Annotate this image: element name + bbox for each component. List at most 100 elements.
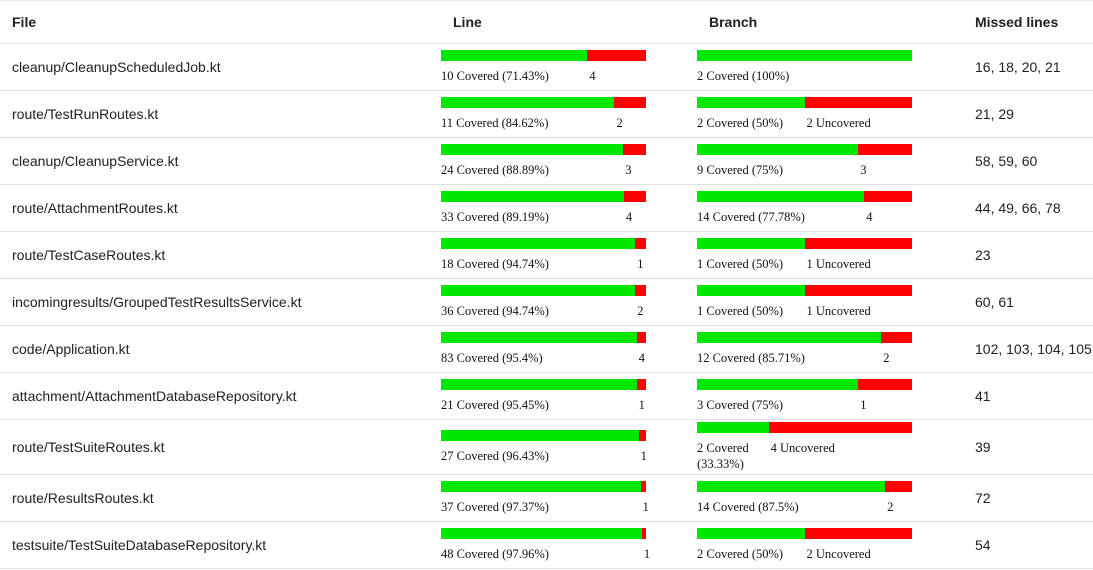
branch-coverage-bar: [697, 96, 912, 108]
branch-covered-bar-segment: [697, 331, 882, 343]
missed-lines-value: 60, 61: [975, 294, 1014, 310]
branch-covered-bar-segment: [697, 96, 805, 108]
branch-covered-bar-segment: [697, 143, 859, 155]
line-coverage-bar: [441, 190, 646, 202]
branch-missed-count-label: 2 Uncovered: [806, 546, 871, 561]
line-coverage-bar: [441, 49, 646, 61]
branch-coverage-bar: [697, 143, 912, 155]
line-covered-bar-segment: [441, 190, 624, 202]
file-link[interactable]: route/AttachmentRoutes.kt: [12, 200, 178, 216]
line-covered-label: 10 Covered (71.43%): [441, 68, 549, 83]
line-coverage-cell: 27 Covered (96.43%) 1: [441, 428, 697, 467]
branch-covered-bar-segment: [697, 49, 912, 61]
line-uncovered-bar-segment: [635, 284, 646, 296]
line-coverage-bar: [441, 143, 646, 155]
table-row: testsuite/TestSuiteDatabaseRepository.kt…: [0, 522, 1093, 570]
branch-covered-bar-segment: [697, 190, 865, 202]
branch-coverage-cell: 2 Covered (100%): [697, 48, 963, 87]
line-coverage-cell: 24 Covered (88.89%) 3: [441, 142, 697, 181]
line-uncovered-bar-segment: [623, 190, 646, 202]
line-uncovered-bar-segment: [636, 378, 646, 390]
branch-coverage-cell: 2 Covered (50%) 2 Uncovered: [697, 95, 963, 134]
line-missed-count-label: 2: [637, 303, 644, 318]
missed-lines-value: 58, 59, 60: [975, 153, 1038, 169]
file-cell: testsuite/TestSuiteDatabaseRepository.kt: [0, 537, 441, 553]
file-link[interactable]: cleanup/CleanupService.kt: [12, 153, 179, 169]
branch-covered-label: 2 Covered (100%): [697, 68, 790, 83]
line-coverage-bar: [441, 331, 646, 343]
table-body: cleanup/CleanupScheduledJob.kt 10 Covere…: [0, 44, 1093, 570]
missed-lines-value: 44, 49, 66, 78: [975, 200, 1061, 216]
line-covered-bar-segment: [441, 49, 588, 61]
line-covered-label: 83 Covered (95.4%): [441, 350, 543, 365]
line-covered-bar-segment: [441, 527, 642, 539]
line-covered-bar-segment: [441, 284, 636, 296]
branch-uncovered-bar-segment: [885, 480, 912, 492]
file-link[interactable]: route/TestCaseRoutes.kt: [12, 247, 166, 263]
branch-covered-bar-segment: [697, 422, 769, 433]
line-coverage-cell: 10 Covered (71.43%) 4: [441, 48, 697, 87]
file-cell: cleanup/CleanupScheduledJob.kt: [0, 59, 441, 75]
line-uncovered-bar-segment: [587, 49, 646, 61]
line-coverage-cell: 36 Covered (94.74%) 2: [441, 283, 697, 322]
column-header-branch: Branch: [709, 14, 758, 30]
branch-uncovered-bar-segment: [804, 284, 912, 296]
line-missed-count-label: 1: [638, 397, 645, 412]
missed-lines-value: 41: [975, 388, 991, 404]
branch-covered-label: 14 Covered (87.5%): [697, 499, 799, 514]
file-link[interactable]: incomingresults/GroupedTestResultsServic…: [12, 294, 302, 310]
line-missed-count-label: 1: [637, 256, 644, 271]
line-missed-count-label: 1: [642, 499, 649, 514]
file-cell: code/Application.kt: [0, 341, 441, 357]
file-cell: route/AttachmentRoutes.kt: [0, 200, 441, 216]
file-cell: route/TestRunRoutes.kt: [0, 106, 441, 122]
line-covered-bar-segment: [441, 378, 637, 390]
line-covered-bar-segment: [441, 237, 636, 249]
table-row: route/ResultsRoutes.kt 37 Covered (97.37…: [0, 475, 1093, 523]
table-row: route/TestSuiteRoutes.kt 27 Covered (96.…: [0, 420, 1093, 476]
file-link[interactable]: route/TestRunRoutes.kt: [12, 106, 159, 122]
line-covered-bar-segment: [441, 96, 615, 108]
branch-coverage-bar: [697, 480, 912, 492]
line-covered-bar-segment: [441, 143, 624, 155]
line-uncovered-bar-segment: [636, 331, 646, 343]
line-uncovered-bar-segment: [614, 96, 646, 108]
line-missed-count-label: 2: [616, 115, 623, 130]
line-covered-label: 27 Covered (96.43%): [441, 448, 549, 463]
branch-coverage-bar: [697, 422, 912, 433]
branch-covered-label: 2 Covered (33.33%): [697, 441, 749, 471]
file-link[interactable]: attachment/AttachmentDatabaseRepository.…: [12, 388, 297, 404]
branch-covered-label: 12 Covered (85.71%): [697, 350, 805, 365]
file-link[interactable]: testsuite/TestSuiteDatabaseRepository.kt: [12, 537, 267, 554]
branch-coverage-cell: 2 Covered (33.33%) 4 Uncovered: [697, 420, 963, 474]
file-link[interactable]: cleanup/CleanupScheduledJob.kt: [12, 59, 221, 75]
branch-covered-bar-segment: [697, 237, 805, 249]
branch-missed-count-label: 2 Uncovered: [806, 115, 871, 130]
branch-coverage-cell: 12 Covered (85.71%) 2: [697, 330, 963, 369]
line-uncovered-bar-segment: [638, 429, 646, 441]
file-cell: route/ResultsRoutes.kt: [0, 490, 441, 506]
line-covered-label: 11 Covered (84.62%): [441, 115, 549, 130]
branch-missed-count-label: 1: [860, 397, 867, 412]
branch-covered-bar-segment: [697, 480, 886, 492]
line-covered-bar-segment: [441, 480, 641, 492]
file-cell: route/TestCaseRoutes.kt: [0, 247, 441, 263]
line-coverage-cell: 48 Covered (97.96%) 1: [441, 526, 697, 565]
file-link[interactable]: route/ResultsRoutes.kt: [12, 490, 154, 507]
missed-lines-value: 21, 29: [975, 106, 1014, 122]
file-link[interactable]: route/TestSuiteRoutes.kt: [12, 439, 165, 456]
file-link[interactable]: code/Application.kt: [12, 341, 130, 357]
missed-lines-value: 39: [975, 439, 991, 456]
table-row: route/TestCaseRoutes.kt 18 Covered (94.7…: [0, 232, 1093, 279]
branch-missed-count-label: 2: [887, 499, 894, 514]
line-coverage-bar: [441, 429, 646, 441]
branch-coverage-cell: 3 Covered (75%) 1: [697, 377, 963, 416]
branch-covered-label: 9 Covered (75%): [697, 162, 784, 177]
file-cell: route/TestSuiteRoutes.kt: [0, 439, 441, 455]
missed-lines-value: 102, 103, 104, 105: [975, 341, 1092, 357]
line-missed-count-label: 1: [643, 546, 651, 561]
line-coverage-cell: 18 Covered (94.74%) 1: [441, 236, 697, 275]
line-uncovered-bar-segment: [635, 237, 646, 249]
table-row: attachment/AttachmentDatabaseRepository.…: [0, 373, 1093, 420]
branch-covered-label: 1 Covered (50%): [697, 303, 784, 318]
